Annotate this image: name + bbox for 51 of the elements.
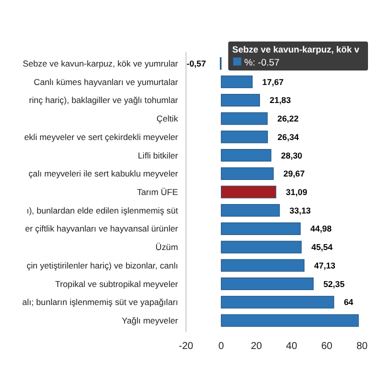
- y-tick-label: er çiftlik hayvanları ve hayvansal ürünler: [25, 224, 178, 234]
- bar: [220, 278, 314, 290]
- bar: [220, 259, 304, 272]
- x-tick-label: 60: [321, 341, 333, 352]
- bar: [220, 186, 276, 198]
- data-label: 17,67: [262, 76, 284, 87]
- data-label: 44,98: [310, 224, 332, 234]
- y-tick-label: ekli meyveler ve sert çekirdekli meyveler: [24, 132, 178, 142]
- y-tick-label: ı), bunlardan elde edilen işlenmemiş süt: [26, 205, 179, 216]
- y-tick-label: Tropikal ve subtropikal meyveler: [55, 278, 178, 289]
- data-label: 45,54: [311, 242, 333, 252]
- data-label: 28,30: [281, 150, 303, 160]
- x-tick-label: 40: [286, 341, 298, 352]
- bar: [220, 296, 334, 308]
- data-label: 33,13: [290, 205, 312, 216]
- bar: [220, 94, 260, 106]
- y-tick-label: çin yetiştirilenler hariç) ve bizonlar, canlı: [26, 260, 178, 270]
- y-tick-label: çalı meyveleri ile sert kabuklu meyveler: [28, 168, 178, 179]
- bar: [220, 76, 253, 88]
- y-tick-label: Lifli bitkiler: [138, 150, 178, 160]
- bar: [220, 112, 268, 125]
- x-tick-label: -20: [178, 341, 194, 352]
- x-tick-label: 20: [250, 341, 262, 352]
- data-label: 26,22: [277, 114, 299, 124]
- annotation: Sebze ve kavun-karpuz, kök v: [232, 44, 360, 55]
- data-label: 21,83: [270, 95, 292, 106]
- data-label: 64: [344, 297, 354, 308]
- y-tick-label: Sebze ve kavun-karpuz, kök ve yumrular: [22, 58, 178, 68]
- data-label: 31,09: [286, 186, 308, 197]
- bar: [220, 314, 359, 327]
- y-tick-label: Üzüm: [156, 242, 178, 252]
- data-label: 52,35: [323, 278, 345, 289]
- bar: [220, 130, 268, 144]
- bar: [220, 222, 301, 235]
- bar: [220, 240, 302, 254]
- y-tick-label: rinç hariç), baklagiller ve yağlı tohumlar: [28, 95, 178, 106]
- y-tick-label: Tarım ÜFE: [136, 187, 178, 198]
- bar: [220, 204, 280, 217]
- x-tick-label: 80: [356, 341, 368, 352]
- data-label: 26,34: [278, 132, 300, 142]
- data-label: 29,67: [283, 168, 305, 179]
- bar: [220, 167, 274, 180]
- y-tick-label: Yağlı meyveler: [122, 316, 178, 326]
- data-label: 47,13: [314, 260, 336, 270]
- x-tick-label: 0: [218, 341, 224, 352]
- y-tick-label: Canlı kümes hayvanları ve yumurtalar: [34, 76, 178, 87]
- data-label: -0,57: [186, 58, 206, 68]
- annotation: %: -0.57: [244, 58, 280, 69]
- y-tick-label: alı; bunların işlenmemiş süt ve yapağıları: [22, 297, 178, 308]
- y-tick-label: Çeltik: [156, 114, 179, 124]
- bar: [220, 149, 272, 162]
